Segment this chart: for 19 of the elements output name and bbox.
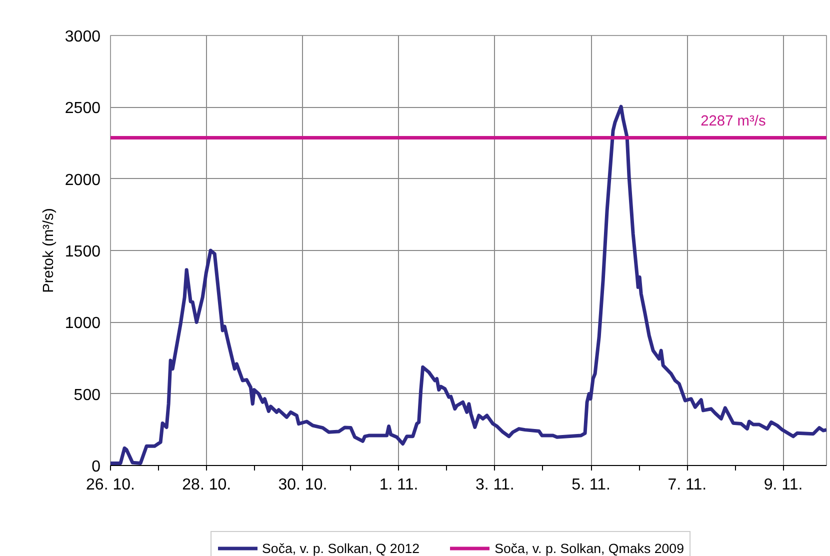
x-tick-label: 26. 10. (86, 476, 135, 494)
legend-label: Soča, v. p. Solkan, Q 2012 (262, 540, 420, 556)
legend-label: Soča, v. p. Solkan, Qmaks 2009 (494, 540, 684, 556)
y-tick-label: 2000 (64, 172, 101, 189)
x-tick-label: 28. 10. (182, 476, 232, 494)
y-tick-label: 500 (74, 386, 101, 404)
annotation: 2287 m³/s (700, 114, 766, 130)
x-tick-label: 30. 10. (278, 476, 328, 494)
y-tick-label: 0 (92, 458, 101, 476)
y-tick-label: 1500 (64, 244, 101, 260)
x-tick-label: 5. 11. (572, 476, 610, 494)
y-tick-label: 3000 (64, 28, 101, 46)
y-axis-title: Pretok (m³/s) (40, 208, 57, 293)
x-tick-label: 1. 11. (379, 476, 418, 494)
y-tick-label: 1000 (64, 315, 101, 332)
x-tick-label: 7. 11. (668, 476, 707, 494)
y-tick-label: 2500 (64, 100, 101, 118)
x-tick-label: 9. 11. (764, 476, 803, 494)
x-tick-label: 3. 11. (476, 476, 514, 494)
